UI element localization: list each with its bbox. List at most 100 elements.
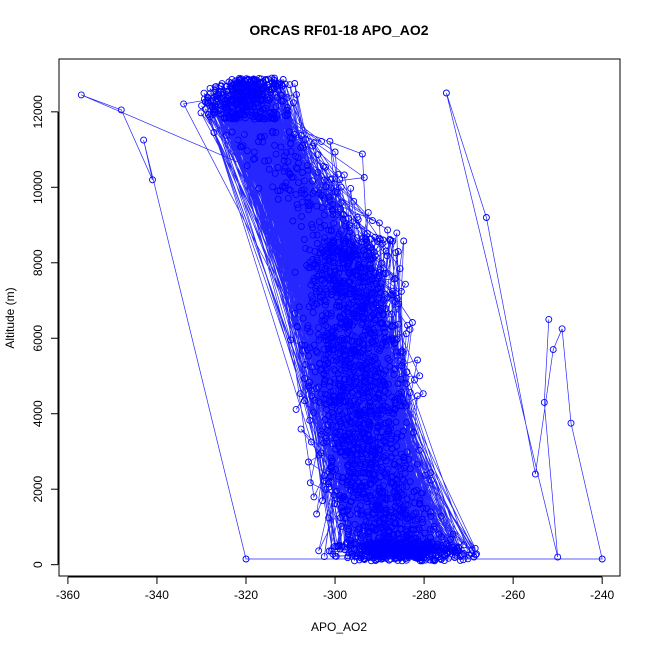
data-point	[239, 103, 247, 111]
data-point	[359, 523, 367, 531]
data-point	[243, 147, 251, 155]
data-point	[350, 494, 357, 502]
data-point	[325, 478, 333, 486]
data-point	[381, 471, 389, 479]
data-point	[423, 505, 430, 512]
data-point	[388, 393, 396, 401]
data-point	[354, 263, 362, 271]
data-point	[352, 462, 360, 470]
data-point	[317, 245, 325, 252]
data-point	[323, 261, 330, 269]
data-point	[318, 270, 326, 278]
data-point	[397, 465, 405, 473]
data-point	[325, 483, 333, 491]
data-point	[337, 522, 345, 530]
data-point	[117, 106, 125, 114]
data-point	[240, 130, 248, 138]
data-point	[392, 336, 400, 344]
data-point	[352, 356, 359, 364]
data-point	[410, 429, 418, 436]
data-point	[341, 239, 349, 247]
data-point	[300, 397, 308, 405]
data-point	[344, 233, 352, 241]
data-point	[378, 555, 386, 563]
data-point	[310, 139, 318, 147]
data-point	[383, 252, 391, 260]
data-point	[460, 549, 468, 557]
data-point	[320, 176, 328, 184]
data-point	[317, 224, 325, 232]
data-point	[381, 334, 389, 342]
data-point	[336, 396, 344, 404]
data-point	[427, 476, 435, 484]
data-point	[392, 510, 400, 518]
data-point	[312, 347, 320, 355]
data-point	[395, 300, 403, 308]
data-point	[340, 301, 348, 309]
data-point	[354, 297, 361, 305]
data-point	[390, 520, 398, 528]
data-point	[305, 458, 312, 466]
data-point	[364, 548, 372, 556]
data-point	[333, 211, 341, 219]
data-point	[378, 523, 386, 531]
data-point	[383, 473, 391, 481]
data-point	[361, 409, 369, 417]
data-point	[339, 211, 347, 218]
data-point	[335, 259, 342, 267]
data-point	[323, 290, 331, 298]
data-point	[420, 554, 428, 562]
data-point	[406, 389, 414, 397]
data-point	[216, 107, 224, 114]
data-point	[443, 539, 451, 547]
data-point	[460, 541, 468, 549]
data-point	[377, 494, 384, 502]
data-point	[287, 147, 295, 155]
data-point	[272, 150, 280, 158]
data-point	[540, 398, 548, 406]
data-point	[377, 404, 385, 412]
data-point	[345, 221, 353, 229]
data-point	[343, 347, 350, 355]
data-point	[327, 253, 335, 261]
data-point	[432, 552, 440, 560]
data-point	[402, 330, 410, 338]
data-point	[345, 224, 353, 232]
data-point	[351, 520, 359, 528]
data-point	[353, 271, 361, 279]
data-point	[383, 444, 391, 452]
data-point	[449, 530, 457, 538]
data-point	[382, 510, 390, 518]
data-point	[377, 473, 385, 481]
data-point	[431, 556, 439, 564]
data-point	[382, 457, 390, 465]
data-point	[354, 440, 362, 448]
data-point	[344, 247, 352, 255]
data-point	[367, 377, 375, 385]
data-point	[413, 392, 421, 400]
data-point	[322, 322, 330, 330]
data-point	[361, 327, 369, 335]
data-point	[403, 419, 411, 427]
data-point	[211, 102, 219, 110]
data-point	[255, 115, 263, 123]
data-point	[233, 100, 241, 108]
data-point	[306, 479, 314, 487]
data-point	[334, 233, 342, 241]
data-point	[482, 214, 490, 221]
data-point	[312, 284, 320, 292]
data-point	[357, 554, 365, 562]
data-point	[357, 462, 365, 470]
data-point	[368, 330, 376, 338]
x-tick-label: -260	[501, 588, 525, 602]
data-point	[249, 113, 257, 121]
data-point	[389, 287, 397, 295]
data-point	[308, 220, 316, 228]
x-tick-label: -320	[234, 588, 258, 602]
data-point	[378, 397, 386, 405]
data-point	[403, 533, 411, 541]
data-point	[242, 555, 250, 563]
data-point	[320, 317, 328, 325]
data-point	[364, 209, 372, 217]
data-point	[312, 385, 320, 392]
